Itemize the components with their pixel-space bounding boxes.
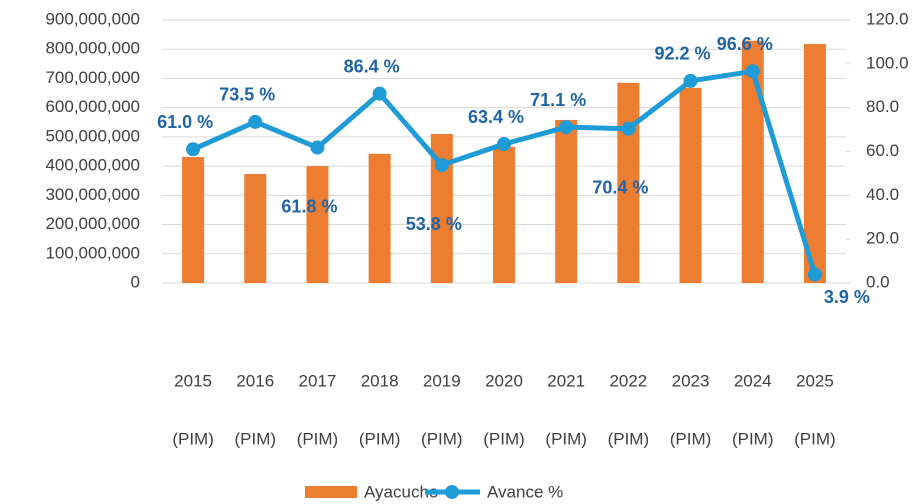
y-tick-label: 300,000,000 bbox=[45, 185, 140, 204]
marker bbox=[310, 140, 325, 155]
marker bbox=[434, 158, 449, 173]
y2-tick-label: 60.0 bbox=[866, 141, 899, 160]
y-tick-label: 900,000,000 bbox=[45, 9, 140, 28]
x-tick-label: (PIM) bbox=[545, 429, 587, 448]
y2-tick-label: 0.0 bbox=[866, 272, 890, 291]
x-tick-label: (PIM) bbox=[234, 429, 276, 448]
x-tick-label: 2024 bbox=[734, 371, 772, 390]
x-tick-label: (PIM) bbox=[483, 429, 525, 448]
x-tick-label: (PIM) bbox=[172, 429, 214, 448]
y-tick-label: 600,000,000 bbox=[45, 97, 140, 116]
x-tick-label: (PIM) bbox=[421, 429, 463, 448]
value-label: 71.1 % bbox=[530, 90, 586, 110]
bar bbox=[803, 43, 826, 284]
marker bbox=[248, 114, 263, 129]
marker bbox=[372, 86, 387, 101]
bar bbox=[182, 157, 205, 283]
bar bbox=[430, 133, 453, 283]
y-tick-label: 400,000,000 bbox=[45, 156, 140, 175]
bar bbox=[679, 87, 702, 283]
value-label: 70.4 % bbox=[592, 177, 648, 197]
value-label: 96.6 % bbox=[717, 34, 773, 54]
bar bbox=[306, 166, 329, 283]
value-label: 63.4 % bbox=[468, 107, 524, 127]
y-tick-label: 800,000,000 bbox=[45, 39, 140, 58]
marker bbox=[745, 64, 760, 79]
y-tick-label: 200,000,000 bbox=[45, 214, 140, 233]
x-tick-label: 2022 bbox=[609, 371, 647, 390]
x-tick-label: (PIM) bbox=[794, 429, 836, 448]
x-tick-label: (PIM) bbox=[359, 429, 401, 448]
value-label: 61.0 % bbox=[157, 112, 213, 132]
y-tick-label: 100,000,000 bbox=[45, 243, 140, 262]
y2-tick-label: 40.0 bbox=[866, 185, 899, 204]
marker bbox=[807, 267, 822, 282]
bar bbox=[741, 40, 764, 284]
x-tick-label: 2016 bbox=[236, 371, 274, 390]
y2-tick-label: 80.0 bbox=[866, 97, 899, 116]
bar bbox=[244, 174, 267, 283]
y-tick-label: 700,000,000 bbox=[45, 68, 140, 87]
y-tick-label: 0 bbox=[131, 272, 140, 291]
marker bbox=[186, 142, 201, 157]
value-label: 53.8 % bbox=[406, 214, 462, 234]
legend-label: Avance % bbox=[487, 482, 563, 501]
x-tick-label: 2015 bbox=[174, 371, 212, 390]
bar bbox=[493, 146, 515, 283]
x-tick-label: (PIM) bbox=[608, 429, 650, 448]
marker bbox=[497, 137, 511, 152]
x-tick-label: 2023 bbox=[672, 371, 710, 390]
x-tick-label: 2021 bbox=[547, 371, 585, 390]
x-tick-label: (PIM) bbox=[732, 429, 774, 448]
x-tick-label: 2019 bbox=[423, 371, 461, 390]
value-label: 92.2 % bbox=[655, 44, 711, 64]
legend-label: Ayacucho bbox=[364, 482, 438, 501]
marker bbox=[683, 73, 698, 88]
x-tick-label: (PIM) bbox=[670, 429, 712, 448]
bar bbox=[368, 153, 391, 283]
value-label: 73.5 % bbox=[219, 85, 275, 105]
x-tick-label: 2025 bbox=[796, 371, 834, 390]
x-tick-label: 2017 bbox=[299, 371, 337, 390]
x-tick-label: 2018 bbox=[361, 371, 399, 390]
value-label: 86.4 % bbox=[344, 56, 400, 76]
marker bbox=[559, 120, 574, 135]
marker bbox=[621, 121, 636, 136]
value-label: 61.8 % bbox=[281, 196, 337, 216]
y-tick-label: 500,000,000 bbox=[45, 126, 140, 145]
y2-tick-label: 20.0 bbox=[866, 229, 899, 248]
value-label: 3.9 % bbox=[824, 287, 870, 307]
y2-tick-label: 120.0 bbox=[866, 9, 909, 28]
x-tick-label: (PIM) bbox=[297, 429, 339, 448]
y2-tick-label: 100.0 bbox=[866, 53, 909, 72]
legend-swatch bbox=[445, 485, 459, 499]
x-tick-label: 2020 bbox=[485, 371, 523, 390]
bar bbox=[555, 119, 578, 283]
legend-swatch bbox=[305, 486, 357, 498]
